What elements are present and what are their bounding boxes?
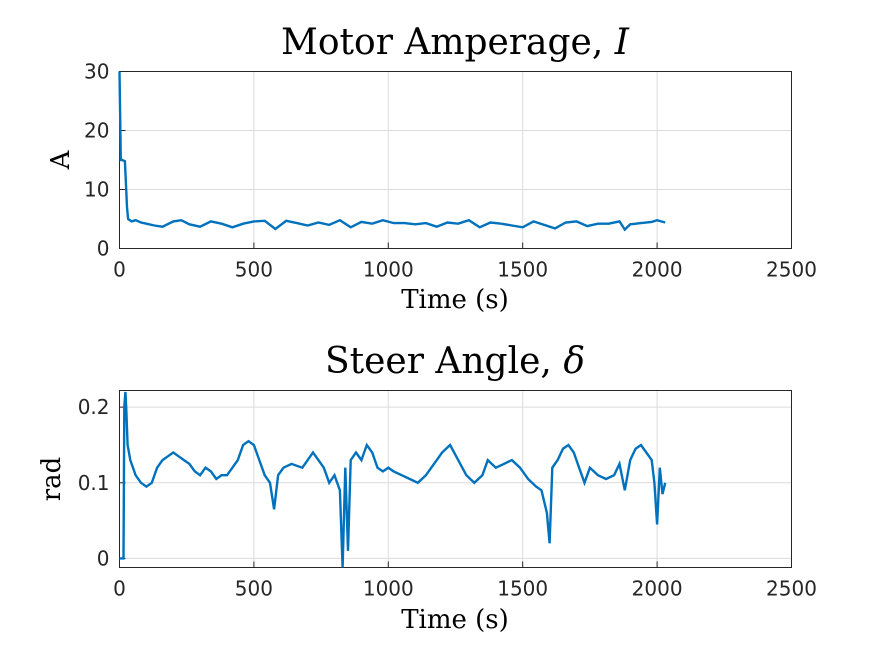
- x-tick-label: 2500: [766, 577, 817, 601]
- x-tick-label: 500: [235, 258, 273, 282]
- y-tick-label: 0.2: [78, 395, 110, 419]
- y-axis-ticks: 0 0.1 0.2: [78, 395, 126, 570]
- plot-motor-amperage: 0 500 1000 1500 2000 2500 0 10 20 30 Motor Amper…: [46, 22, 817, 315]
- x-tick-label: 1500: [497, 258, 548, 282]
- axes-box: [119, 390, 792, 568]
- plot-area: [119, 71, 792, 249]
- y-tick-label: 20: [84, 119, 109, 143]
- x-axis-ticks: 0 500 1000 1500 2000 2500: [113, 561, 817, 601]
- grid-lines: [119, 390, 792, 568]
- y-tick-label: 0.1: [78, 471, 110, 495]
- y-tick-label: 30: [84, 60, 109, 84]
- x-tick-label: 1000: [363, 577, 414, 601]
- plot-steer-angle: 0 500 1000 1500 2000 2500 0 0.1 0.2 Steer Angle…: [37, 341, 817, 635]
- x-tick-label: 1000: [363, 258, 414, 282]
- y-tick-label: 0: [97, 546, 110, 570]
- x-tick-label: 0: [113, 258, 126, 282]
- x-tick-label: 1500: [497, 577, 548, 601]
- x-tick-label: 2000: [632, 258, 683, 282]
- x-tick-label: 500: [235, 577, 273, 601]
- chart-title: Steer Angle, δ: [325, 341, 585, 382]
- chart-title: Motor Amperage, I: [281, 22, 630, 63]
- plot-area: [119, 390, 792, 568]
- x-tick-label: 2500: [766, 258, 817, 282]
- series-line-steer-angle: [119, 391, 667, 568]
- x-axis-label: Time (s): [401, 285, 509, 315]
- y-tick-label: 0: [97, 237, 110, 261]
- x-tick-label: 2000: [632, 577, 683, 601]
- series-line-amperage: [118, 71, 666, 232]
- x-axis-label: Time (s): [401, 605, 509, 635]
- y-tick-label: 10: [84, 178, 109, 202]
- y-axis-label: A: [46, 149, 76, 170]
- x-axis-ticks: 0 500 1000 1500 2000 2500: [113, 242, 817, 282]
- x-tick-label: 0: [113, 577, 126, 601]
- axes-box: [119, 71, 792, 249]
- y-axis-label: rad: [37, 457, 67, 502]
